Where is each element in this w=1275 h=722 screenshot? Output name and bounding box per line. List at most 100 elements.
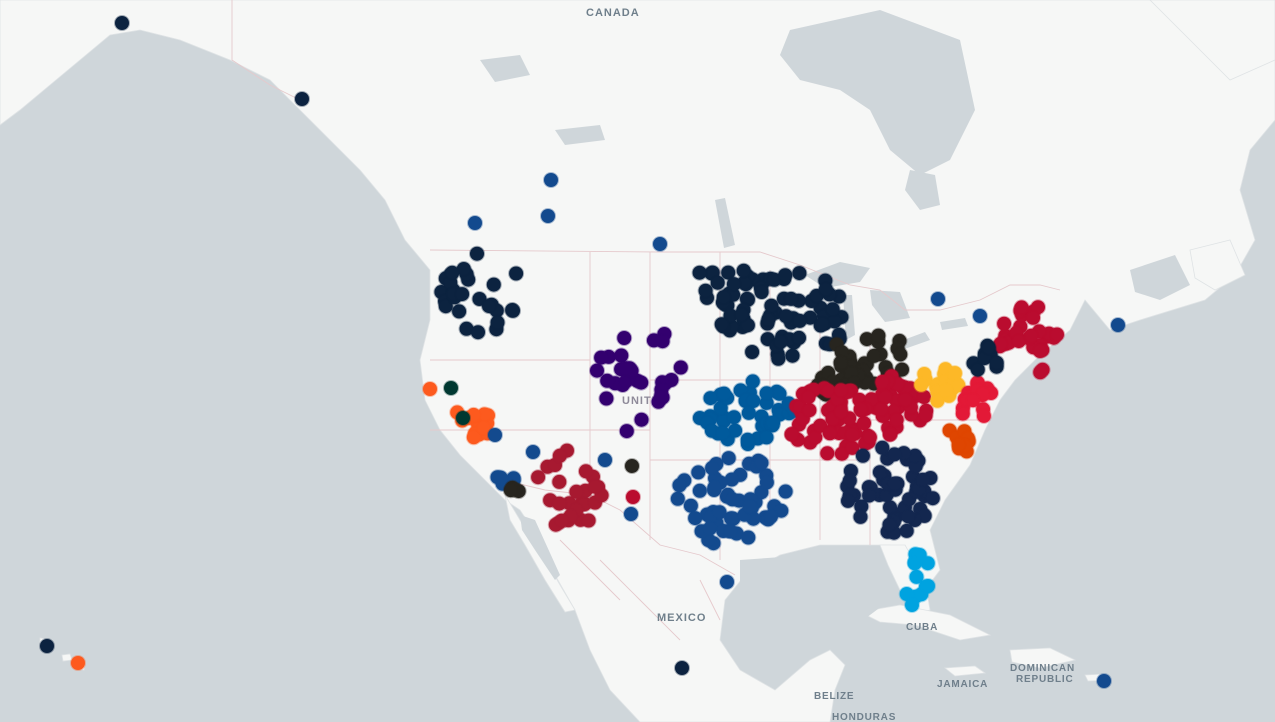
fan-location-dot[interactable]: [502, 482, 519, 499]
fan-location-dot[interactable]: [920, 578, 936, 594]
fan-location-dot[interactable]: [881, 516, 898, 533]
fan-location-dot[interactable]: [470, 324, 486, 341]
fan-location-dot[interactable]: [763, 508, 779, 525]
fan-location-dot[interactable]: [623, 506, 639, 522]
fan-location-dot[interactable]: [791, 265, 808, 282]
fan-location-dot[interactable]: [873, 401, 890, 418]
fan-location-dot[interactable]: [652, 236, 668, 252]
fan-location-dot[interactable]: [735, 262, 752, 279]
fan-location-dot[interactable]: [455, 410, 471, 426]
fan-location-dot[interactable]: [704, 460, 721, 476]
fan-location-dot[interactable]: [709, 274, 726, 291]
fan-location-dot[interactable]: [437, 298, 454, 315]
fan-location-dot[interactable]: [852, 508, 869, 525]
fan-location-dot[interactable]: [687, 510, 704, 527]
fan-location-dot[interactable]: [1013, 299, 1030, 316]
fan-location-dot[interactable]: [854, 447, 871, 464]
fan-location-dot[interactable]: [733, 306, 750, 323]
fan-location-dot[interactable]: [919, 555, 936, 572]
fan-location-dot[interactable]: [954, 405, 971, 422]
fan-location-dot[interactable]: [975, 407, 992, 424]
fan-location-dot[interactable]: [697, 282, 714, 299]
fan-location-dot[interactable]: [784, 347, 801, 364]
fan-location-dot[interactable]: [917, 407, 934, 424]
fan-location-dot[interactable]: [589, 362, 605, 379]
fan-location-dot[interactable]: [469, 245, 485, 262]
fan-location-dot[interactable]: [530, 469, 547, 486]
fan-location-dot[interactable]: [540, 208, 556, 224]
fan-location-dot[interactable]: [783, 426, 800, 443]
fan-location-dot[interactable]: [914, 471, 931, 488]
fan-location-dot[interactable]: [654, 333, 671, 350]
fan-location-dot[interactable]: [598, 390, 615, 407]
fan-location-dot[interactable]: [832, 354, 849, 371]
fan-location-dot[interactable]: [568, 483, 585, 500]
fan-location-dot[interactable]: [946, 365, 963, 382]
fan-location-dot[interactable]: [580, 512, 597, 529]
fan-location-dots[interactable]: [39, 15, 1126, 689]
fan-location-dot[interactable]: [672, 359, 689, 376]
fan-location-dot[interactable]: [633, 374, 650, 391]
fan-location-dot[interactable]: [814, 315, 831, 332]
fan-location-dot[interactable]: [1096, 673, 1112, 689]
fan-location-dot[interactable]: [525, 444, 541, 460]
fan-location-dot[interactable]: [886, 475, 903, 492]
fan-location-dot[interactable]: [70, 655, 86, 671]
fan-location-dot[interactable]: [897, 391, 914, 408]
fan-location-dot[interactable]: [1110, 317, 1126, 333]
fan-location-dot[interactable]: [871, 464, 888, 481]
fan-location-dot[interactable]: [972, 308, 988, 324]
fan-location-dot[interactable]: [886, 446, 903, 463]
fan-location-dot[interactable]: [821, 425, 838, 442]
fan-location-dot[interactable]: [443, 380, 459, 396]
fan-location-dot[interactable]: [444, 264, 461, 281]
fan-location-dot[interactable]: [625, 489, 641, 505]
fan-location-dot[interactable]: [551, 447, 568, 464]
fan-location-dot[interactable]: [892, 346, 909, 363]
fan-location-dot[interactable]: [840, 492, 856, 509]
fan-location-dot[interactable]: [1010, 333, 1027, 350]
fan-location-dot[interactable]: [856, 415, 872, 432]
fan-location-dot[interactable]: [1025, 309, 1042, 326]
fan-location-dot[interactable]: [874, 373, 891, 390]
fan-location-dot[interactable]: [763, 297, 780, 314]
fan-location-dot[interactable]: [817, 281, 834, 298]
fan-location-dot[interactable]: [753, 284, 770, 300]
fan-location-dot[interactable]: [724, 491, 741, 508]
fan-location-dot[interactable]: [800, 389, 817, 406]
fan-location-dot[interactable]: [888, 411, 905, 428]
fan-location-dot[interactable]: [938, 382, 955, 399]
fan-location-dot[interactable]: [701, 520, 718, 537]
fan-location-dot[interactable]: [702, 390, 719, 407]
fan-location-dot[interactable]: [906, 555, 923, 572]
fan-location-dot[interactable]: [913, 376, 930, 393]
fan-location-dot[interactable]: [996, 315, 1013, 332]
fan-location-dot[interactable]: [451, 303, 468, 320]
fan-location-dot[interactable]: [551, 473, 568, 490]
fan-location-dot[interactable]: [778, 308, 794, 325]
fan-location-dot[interactable]: [881, 426, 898, 443]
fan-location-dot[interactable]: [741, 498, 758, 515]
fan-location-dot[interactable]: [740, 529, 757, 546]
fan-location-dot[interactable]: [740, 404, 757, 421]
fan-location-dot[interactable]: [713, 316, 730, 333]
fan-location-dot[interactable]: [508, 265, 525, 282]
fan-location-dot[interactable]: [543, 172, 559, 188]
fan-location-dot[interactable]: [475, 419, 492, 436]
fan-location-dot[interactable]: [553, 512, 570, 529]
fan-location-dot[interactable]: [924, 490, 941, 507]
fan-location-dot[interactable]: [492, 469, 509, 486]
fan-location-dot[interactable]: [861, 487, 878, 504]
fan-location-dot[interactable]: [487, 427, 503, 443]
fan-location-dot[interactable]: [39, 638, 55, 654]
fan-location-dot[interactable]: [1032, 343, 1048, 359]
fan-location-dot[interactable]: [874, 439, 891, 456]
fan-location-dot[interactable]: [465, 429, 482, 446]
fan-location-dot[interactable]: [597, 452, 613, 468]
fan-location-dot[interactable]: [772, 333, 789, 350]
fan-location-dot[interactable]: [930, 291, 946, 307]
fan-location-dot[interactable]: [674, 660, 690, 676]
fan-location-dot[interactable]: [758, 474, 775, 491]
fan-location-dot[interactable]: [422, 381, 438, 397]
